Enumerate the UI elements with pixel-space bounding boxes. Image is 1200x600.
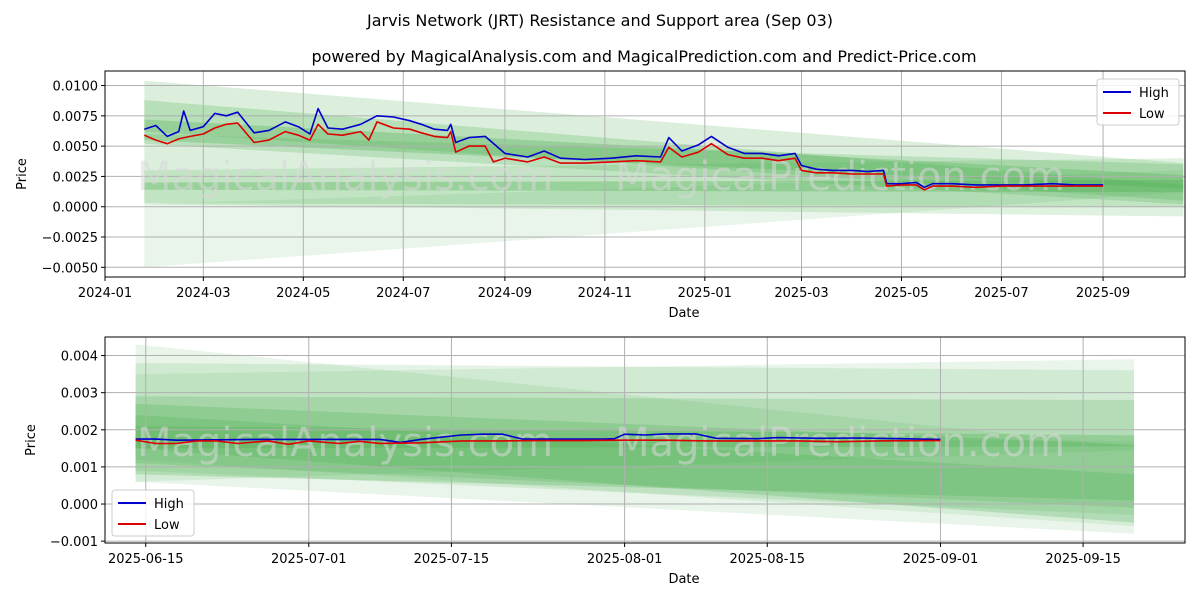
x-axis-label: Date [668, 306, 699, 321]
chart-subtitle: powered by MagicalAnalysis.com and Magic… [311, 47, 976, 66]
x-tick-label: 2025-06-15 [108, 552, 184, 567]
y-tick-label: 0.000 [61, 498, 98, 513]
x-tick-label: 2024-07 [376, 286, 430, 301]
series-line-low [143, 121, 1104, 191]
x-tick-label: 2025-07-15 [414, 552, 490, 567]
y-tick-label: 0.002 [61, 424, 98, 439]
x-tick-label: 2025-08-01 [587, 552, 663, 567]
y-tick-label: −0.0050 [42, 261, 98, 276]
band-polygon [135, 362, 1135, 516]
band-polygon [144, 80, 1184, 207]
x-tick-label: 2025-01 [678, 286, 732, 301]
watermark: MagicalAnalysis.com [137, 154, 553, 200]
x-tick-label: 2024-05 [276, 286, 330, 301]
x-tick-label: 2025-07 [974, 286, 1028, 301]
axes-frame [104, 70, 1186, 278]
x-tick-label: 2024-11 [578, 286, 632, 301]
y-tick-label: −0.001 [50, 535, 98, 550]
band-polygon [135, 396, 1135, 508]
watermark: MagicalPrediction.com [615, 154, 1065, 200]
x-tick-label: 2024-01 [78, 286, 132, 301]
legend: High Low [1096, 78, 1180, 126]
y-tick-label: 0.003 [61, 387, 98, 402]
y-tick-label: 0.004 [61, 350, 98, 365]
axes-frame [104, 336, 1186, 544]
x-tick-label: 2025-05 [874, 286, 928, 301]
legend-label-high: High [1139, 86, 1169, 101]
band-polygon [144, 158, 1184, 217]
y-tick-label: −0.0025 [42, 231, 98, 246]
band-polygon [135, 437, 1135, 534]
x-tick-label: 2025-09-15 [1045, 552, 1121, 567]
x-tick-label: 2025-09-01 [903, 552, 979, 567]
y-axis-label: Price [15, 158, 30, 190]
legend-label-low: Low [1139, 107, 1165, 122]
band-polygon [135, 403, 1135, 501]
legend: High Low [111, 489, 195, 537]
band-polygon [135, 344, 1135, 482]
bottom-chart-panel: MagicalAnalysis.com MagicalPrediction.com… [24, 336, 1186, 587]
x-tick-label: 2025-08-15 [729, 552, 805, 567]
top-chart-panel: MagicalAnalysis.com MagicalPrediction.com… [15, 70, 1186, 321]
series-line-high [144, 107, 1104, 189]
y-tick-label: 0.0075 [53, 110, 99, 125]
band-polygon [144, 170, 1184, 268]
y-tick-label: 0.0100 [53, 80, 99, 95]
watermark: MagicalPrediction.com [615, 420, 1065, 466]
support-resistance-area [135, 344, 1135, 534]
series-line-high [135, 433, 941, 444]
x-tick-label: 2025-03 [774, 286, 828, 301]
y-tick-label: 0.0050 [53, 140, 99, 155]
x-axis-label: Date [668, 572, 699, 587]
band-polygon [144, 119, 1184, 189]
band-polygon [135, 359, 1135, 527]
x-tick-label: 2024-03 [176, 286, 230, 301]
x-tick-label: 2025-07-01 [271, 552, 347, 567]
legend-label-high: High [154, 497, 184, 512]
x-tick-label: 2025-09 [1076, 286, 1130, 301]
series-line-low [135, 439, 941, 446]
band-polygon [135, 414, 1135, 523]
y-tick-label: 0.001 [61, 461, 98, 476]
series-group [135, 433, 941, 446]
chart-title: Jarvis Network (JRT) Resistance and Supp… [366, 11, 833, 30]
legend-label-low: Low [154, 518, 180, 533]
x-tick-label: 2024-09 [478, 286, 532, 301]
y-axis-label: Price [24, 424, 39, 456]
series-group [143, 107, 1104, 191]
y-tick-label: 0.0025 [53, 170, 99, 185]
y-tick-label: 0.0000 [53, 201, 99, 216]
